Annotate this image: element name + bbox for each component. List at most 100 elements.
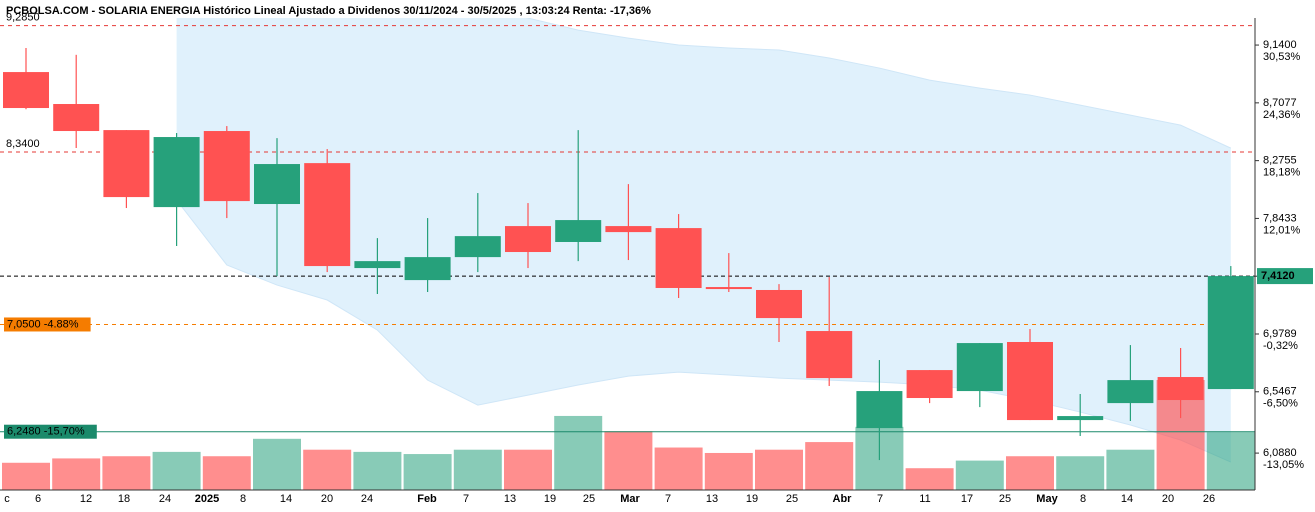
candle-body	[1057, 416, 1104, 421]
x-tick-label: 19	[746, 493, 758, 505]
candle-body	[354, 261, 401, 269]
candle-body	[756, 289, 802, 319]
candle-body	[555, 220, 602, 242]
y-tick-pct: -13,05%	[1263, 459, 1304, 471]
volume-bar	[102, 456, 151, 490]
candle-body	[3, 72, 49, 109]
y-tick-label: 6,0880	[1263, 447, 1297, 459]
x-tick-label: 14	[280, 493, 292, 505]
x-tick-label: May	[1036, 493, 1058, 505]
y-tick-label: 6,5467	[1263, 386, 1297, 398]
volume-bar	[1106, 449, 1155, 490]
level-label: 6,2480 -15,70%	[7, 426, 85, 438]
x-tick-label: 13	[706, 493, 718, 505]
x-tick-label: 6	[35, 493, 41, 505]
candle-body	[655, 228, 702, 288]
level-label-box	[4, 424, 97, 439]
volume-bar	[654, 447, 703, 490]
volume-bar	[604, 431, 653, 490]
y-tick-label: 6,9789	[1263, 328, 1297, 340]
y-tick-pct: -0,32%	[1263, 340, 1298, 352]
volume-bar	[152, 451, 201, 490]
chart-title: PCBOLSA.COM - SOLARIA ENERGIA Histórico …	[6, 5, 651, 17]
x-tick-label: 25	[786, 493, 798, 505]
x-tick-label: 20	[1162, 493, 1174, 505]
y-tick-pct: 18,18%	[1263, 167, 1301, 179]
volume-bar	[353, 451, 402, 490]
x-tick-label: 7	[877, 493, 883, 505]
x-tick-label: Mar	[620, 493, 640, 505]
candle-body	[505, 226, 551, 253]
x-tick-label: 25	[999, 493, 1011, 505]
candle-body	[806, 331, 853, 379]
last-price-label: 7,4120	[1261, 270, 1295, 282]
candle-body	[856, 391, 903, 429]
y-tick-label: 8,7077	[1263, 97, 1297, 109]
x-tick-label: 25	[583, 493, 595, 505]
x-tick-label: 14	[1121, 493, 1133, 505]
x-tick-label: Feb	[417, 493, 437, 505]
y-tick-pct: -6,50%	[1263, 398, 1298, 410]
candle-body	[1157, 377, 1204, 401]
y-tick-label: 8,2755	[1263, 155, 1297, 167]
x-tick-label: 26	[1203, 493, 1215, 505]
volume-bar	[1056, 456, 1105, 490]
volume-bar	[704, 452, 753, 490]
volume-bar	[805, 442, 854, 490]
x-tick-label: 20	[321, 493, 333, 505]
y-tick-label: 9,1400	[1263, 39, 1297, 51]
x-tick-label: 18	[118, 493, 130, 505]
x-tick-label: 24	[361, 493, 373, 505]
candle-body	[203, 131, 250, 202]
band-upper	[525, 18, 1232, 149]
x-tick-label: c	[4, 493, 10, 505]
volume-bar	[303, 449, 352, 490]
level-label: 9,2850	[6, 12, 40, 24]
volume-bar	[453, 449, 502, 490]
candle-body	[605, 226, 652, 233]
candle-body	[103, 130, 150, 198]
volume-bar	[504, 449, 552, 490]
candle-body	[304, 163, 351, 267]
x-tick-label: 19	[544, 493, 556, 505]
volume-bar	[1006, 456, 1054, 490]
x-tick-label: 7	[463, 493, 469, 505]
band-lower	[176, 199, 1232, 463]
volume-layer	[2, 380, 1255, 490]
x-tick-label: 8	[1080, 493, 1086, 505]
y-tick-pct: 24,36%	[1263, 109, 1301, 121]
volume-bar	[955, 460, 1004, 490]
candle-body	[404, 257, 451, 281]
volume-bar	[202, 456, 251, 490]
volume-bar	[52, 458, 101, 490]
volume-bar	[1206, 432, 1255, 490]
volume-bar	[403, 454, 452, 490]
x-tick-label: 2025	[195, 493, 219, 505]
candle-body	[1107, 380, 1154, 404]
candle-body	[1207, 276, 1254, 390]
x-tick-label: Abr	[833, 493, 853, 505]
x-tick-label: 13	[504, 493, 516, 505]
candle-layer	[3, 47, 1254, 461]
y-tick-pct: 12,01%	[1263, 224, 1301, 236]
x-tick-label: 7	[665, 493, 671, 505]
x-tick-label: 24	[159, 493, 171, 505]
level-label: 7,0500 -4.88%	[7, 318, 79, 330]
x-tick-label: 12	[80, 493, 92, 505]
candle-body	[705, 287, 752, 290]
y-tick-pct: 30,53%	[1263, 51, 1301, 63]
x-tick-label: 8	[240, 493, 246, 505]
candle-body	[454, 236, 501, 258]
candle-body	[153, 137, 200, 208]
candle-body	[906, 370, 953, 399]
volume-bar	[554, 415, 603, 490]
candle-body	[1007, 341, 1053, 421]
y-tick-label: 7,8433	[1263, 212, 1297, 224]
level-label: 8,3400	[6, 138, 40, 150]
x-tick-label: 11	[919, 493, 930, 505]
volume-bar	[755, 449, 803, 490]
candle-body	[254, 164, 300, 205]
volume-bar	[2, 462, 50, 490]
